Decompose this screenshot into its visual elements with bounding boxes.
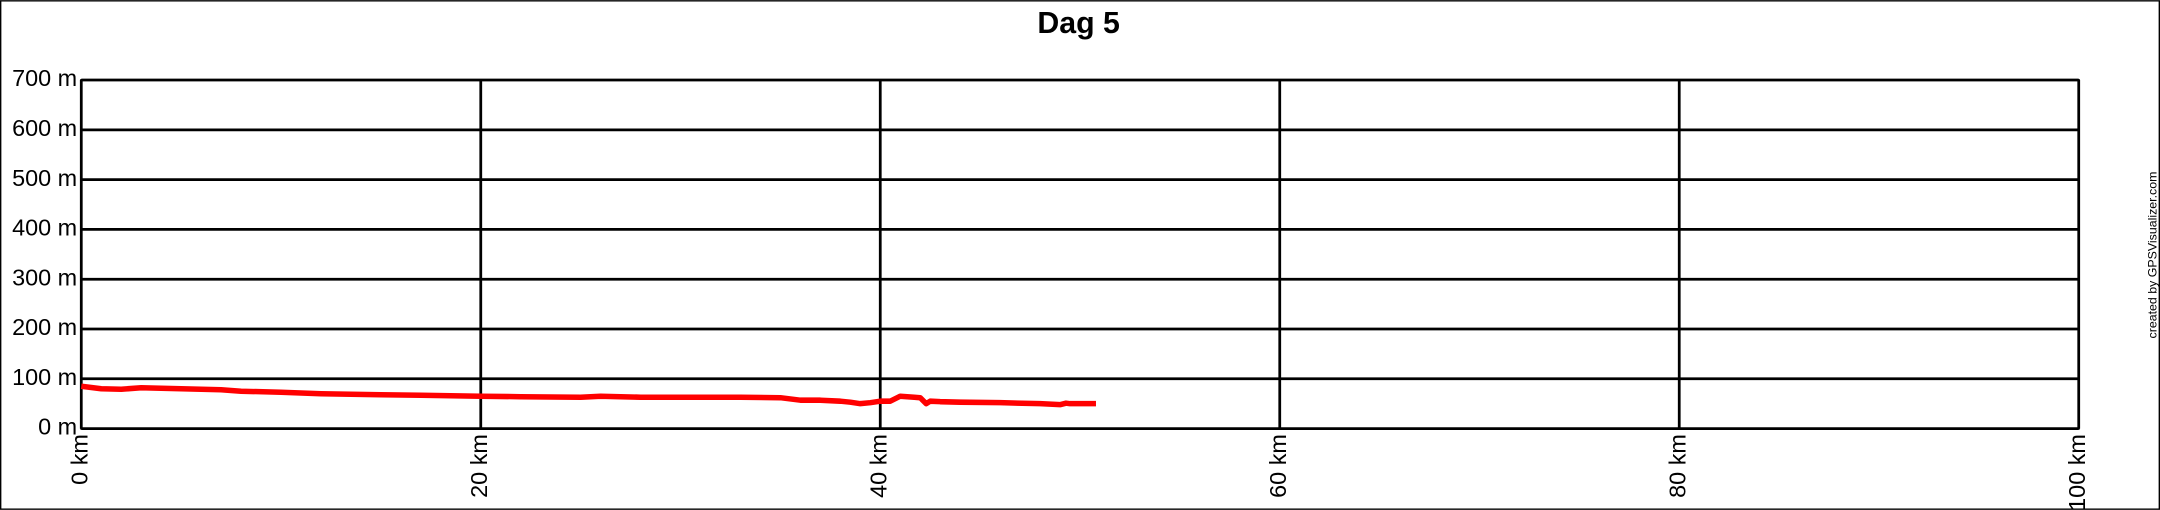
x-tick-label: 60 km xyxy=(1265,434,1291,498)
y-tick-label: 700 m xyxy=(12,65,77,91)
y-tick-label: 300 m xyxy=(12,264,77,290)
chart-title: Dag 5 xyxy=(1037,7,1120,40)
x-tick-label: 100 km xyxy=(2064,434,2090,510)
y-tick-label: 200 m xyxy=(12,314,77,340)
x-tick-label: 0 km xyxy=(66,434,92,485)
y-tick-label: 400 m xyxy=(12,215,77,241)
y-tick-label: 600 m xyxy=(12,115,77,141)
x-tick-label: 80 km xyxy=(1664,434,1690,498)
y-tick-label: 0 m xyxy=(38,414,77,440)
elevation-line xyxy=(80,383,1096,408)
x-tick-label: 20 km xyxy=(466,434,492,498)
x-tick-label: 40 km xyxy=(865,434,891,498)
y-tick-label: 500 m xyxy=(12,165,77,191)
credit: created by GPSVisualizer.com xyxy=(2145,172,2159,339)
y-tick-label: 100 m xyxy=(12,364,77,390)
